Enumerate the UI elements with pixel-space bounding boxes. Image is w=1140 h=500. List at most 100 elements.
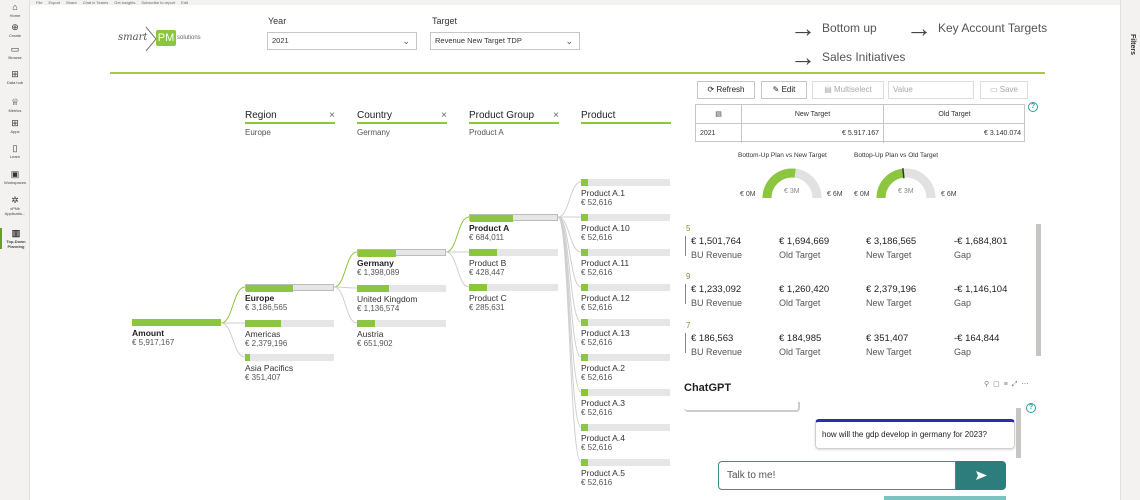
kpi-label: New Target bbox=[866, 347, 912, 357]
node-value: € 351,407 bbox=[245, 373, 281, 382]
tree-node-product[interactable]: Product A.10 € 52,616 bbox=[581, 214, 690, 242]
close-icon[interactable]: × bbox=[553, 110, 559, 121]
gauge-target-marker bbox=[902, 168, 905, 179]
tree-node-product[interactable]: Product A.3 € 52,616 bbox=[581, 389, 690, 417]
tree-node-region[interactable]: Europe € 3,186,565 bbox=[245, 284, 354, 312]
tree-node-country[interactable]: United Kingdom € 1,136,574 bbox=[357, 285, 466, 313]
close-icon[interactable]: × bbox=[441, 110, 447, 121]
filter-icon[interactable]: ≡ bbox=[1003, 381, 1012, 388]
chat-send-button[interactable] bbox=[956, 461, 1006, 490]
tree-column-header[interactable]: Product Group × bbox=[469, 110, 559, 124]
node-name: Europe bbox=[245, 293, 275, 303]
arrow-right-icon: → bbox=[906, 13, 932, 43]
tree-node-root[interactable]: Amount € 5,917,167 bbox=[132, 319, 241, 347]
target-slicer-dropdown[interactable]: Revenue New Target TDP ⌄ bbox=[430, 32, 580, 50]
nav-folder[interactable]: ▭ Browse bbox=[0, 44, 30, 60]
nav-app[interactable]: ✲ xPNb Applicatio... bbox=[0, 195, 30, 216]
tree-node-product-group[interactable]: Product A € 684,011 bbox=[469, 214, 578, 242]
nav-bottom-up[interactable]: → Bottom up bbox=[790, 15, 877, 41]
node-bar bbox=[357, 320, 446, 327]
chat-title: ChatGPT bbox=[684, 382, 732, 394]
kpi-value: € 3,186,565 bbox=[866, 236, 917, 247]
chat-visual-header-icons[interactable]: ⚲▢≡⤢⋯ bbox=[984, 380, 1032, 389]
nav-report[interactable]: ▥ Top-Down Planning bbox=[0, 228, 30, 249]
node-bar bbox=[581, 354, 670, 361]
save-button[interactable]: ▭ Save bbox=[980, 81, 1028, 99]
value-input[interactable]: Value bbox=[888, 81, 974, 99]
node-bar bbox=[132, 319, 221, 326]
nav-book[interactable]: ▯ Learn bbox=[0, 143, 30, 159]
kpi-row-number: 9 bbox=[686, 272, 691, 281]
node-bar bbox=[581, 249, 670, 256]
topstrip-item[interactable]: Get insights bbox=[114, 0, 136, 5]
nav-key-account-targets[interactable]: → Key Account Targets bbox=[906, 13, 1047, 43]
nav-label: Workspaces bbox=[4, 180, 26, 185]
table-icon: ▤ bbox=[715, 111, 722, 118]
tree-column-header[interactable]: Product bbox=[581, 110, 671, 124]
nav-home[interactable]: ⌂ Home bbox=[0, 2, 30, 18]
tree-node-region[interactable]: Americas € 2,379,196 bbox=[245, 320, 354, 348]
copy-icon[interactable]: ▢ bbox=[993, 381, 1004, 388]
node-bar-fill bbox=[357, 285, 390, 292]
pin-icon[interactable]: ⚲ bbox=[984, 381, 994, 388]
nav-trophy[interactable]: ♕ Metrics bbox=[0, 97, 30, 113]
node-name: Product A.3 bbox=[581, 398, 625, 408]
tree-column-header[interactable]: Region × bbox=[245, 110, 335, 124]
kpi-row-number: 5 bbox=[686, 224, 691, 233]
more-options-icon[interactable]: ⋯ bbox=[1021, 381, 1033, 388]
topstrip-item[interactable]: Share bbox=[66, 0, 77, 5]
kpi-scrollbar[interactable] bbox=[1036, 224, 1041, 356]
tree-node-product[interactable]: Product A.5 € 52,616 bbox=[581, 459, 690, 487]
tree-node-product[interactable]: Product A.13 € 52,616 bbox=[581, 319, 690, 347]
edit-button[interactable]: ✎ Edit bbox=[761, 81, 807, 99]
nav-sales-initiatives[interactable]: → Sales Initiatives bbox=[790, 44, 905, 70]
chat-input[interactable]: Talk to me! bbox=[718, 461, 956, 490]
tree-node-country[interactable]: Austria € 651,902 bbox=[357, 320, 466, 348]
report-icon: ▥ bbox=[11, 228, 21, 238]
close-icon[interactable]: × bbox=[329, 110, 335, 121]
tree-column-header[interactable]: Country × bbox=[357, 110, 447, 124]
node-value: € 52,616 bbox=[581, 233, 613, 242]
tree-node-product[interactable]: Product A.1 € 52,616 bbox=[581, 179, 690, 207]
help-icon[interactable]: ? bbox=[1028, 102, 1038, 112]
node-name: Product A.5 bbox=[581, 468, 625, 478]
nav-apps[interactable]: ⊞ Apps bbox=[0, 118, 30, 134]
gauge-mid-label: € 3M bbox=[898, 188, 914, 195]
tree-node-product[interactable]: Product A.12 € 52,616 bbox=[581, 284, 690, 312]
node-bar-fill bbox=[581, 389, 589, 396]
tree-node-product-group[interactable]: Product B € 428,447 bbox=[469, 249, 578, 277]
node-name: United Kingdom bbox=[357, 294, 418, 304]
tree-node-product[interactable]: Product A.11 € 52,616 bbox=[581, 249, 690, 277]
nav-datahub[interactable]: ⊞ Data hub bbox=[0, 69, 30, 85]
node-value: € 3,186,565 bbox=[245, 303, 288, 312]
chat-help-icon[interactable]: ? bbox=[1026, 403, 1036, 413]
topstrip-item[interactable]: Export bbox=[48, 0, 61, 5]
tree-node-product[interactable]: Product A.2 € 52,616 bbox=[581, 354, 690, 382]
topstrip-item[interactable]: File bbox=[36, 0, 43, 5]
nav-plus[interactable]: ⊕ Create bbox=[0, 22, 30, 38]
table-row-old-target: € 3.140.074 bbox=[984, 130, 1021, 137]
kpi-bu-revenue: € 186,563 BU Revenue bbox=[691, 333, 742, 357]
node-value: € 5,917,167 bbox=[132, 338, 175, 347]
year-slicer-dropdown[interactable]: 2021 ⌄ bbox=[267, 32, 417, 50]
tree-node-product[interactable]: Product A.4 € 52,616 bbox=[581, 424, 690, 452]
nav-workspaces[interactable]: ▣ Workspaces bbox=[0, 169, 30, 185]
topstrip-item[interactable]: Edit bbox=[181, 0, 189, 5]
pencil-icon: ✎ bbox=[772, 85, 782, 94]
tree-node-region[interactable]: Asia Pacifics € 351,407 bbox=[245, 354, 354, 382]
topstrip-item[interactable]: Subscribe to report bbox=[141, 0, 176, 5]
refresh-button[interactable]: ⟳ Refresh bbox=[697, 81, 755, 99]
node-value: € 52,616 bbox=[581, 268, 613, 277]
multiselect-button[interactable]: ▤ Multiselect bbox=[812, 81, 884, 99]
kpi-value: € 1,694,669 bbox=[779, 236, 830, 247]
tree-node-country[interactable]: Germany € 1,398,089 bbox=[357, 249, 466, 277]
filters-pane[interactable]: Filters bbox=[1120, 0, 1140, 500]
table-row-year: 2021 bbox=[696, 124, 742, 143]
focus-mode-icon[interactable]: ⤢ bbox=[1011, 381, 1022, 388]
kpi-value: € 186,563 bbox=[691, 333, 734, 344]
kpi-row-divider bbox=[685, 333, 686, 353]
tree-node-product-group[interactable]: Product C € 285,631 bbox=[469, 284, 578, 312]
chat-scrollbar[interactable] bbox=[1016, 408, 1021, 458]
topstrip-item[interactable]: Chat in Teams bbox=[82, 0, 109, 5]
